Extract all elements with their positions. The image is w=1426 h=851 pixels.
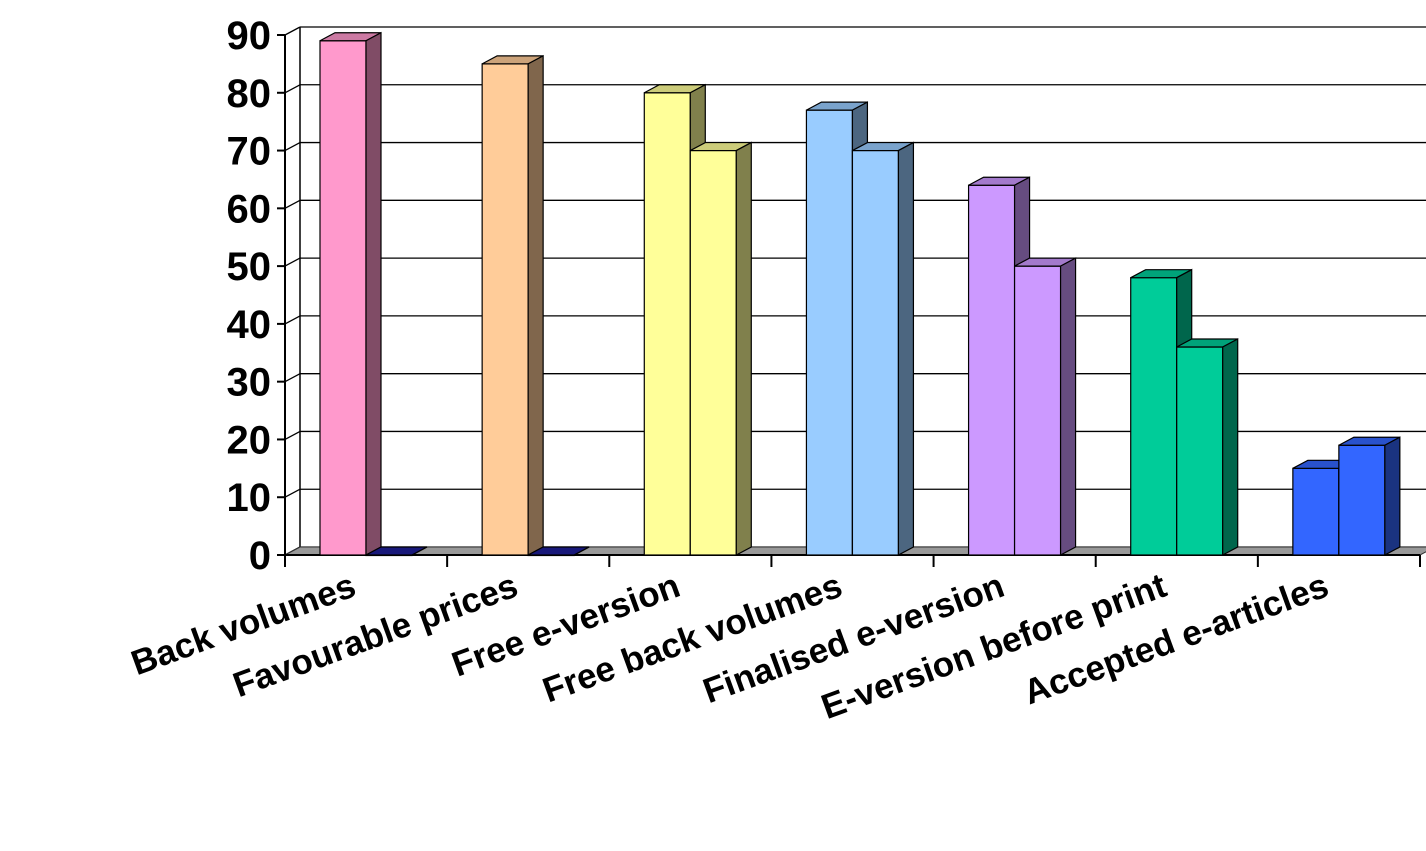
- y-tick-label: 30: [227, 361, 272, 405]
- y-tick-label: 60: [227, 187, 272, 231]
- bar-side: [411, 546, 428, 556]
- bar-side: [1059, 257, 1077, 556]
- bar-front: [689, 149, 737, 556]
- bar-side: [1384, 436, 1401, 556]
- bar: [527, 546, 590, 557]
- bar-front: [643, 92, 691, 556]
- gridline-depth: [284, 84, 301, 94]
- bar: [365, 546, 428, 557]
- gridline-depth: [284, 141, 301, 152]
- bar: [1176, 338, 1239, 556]
- gridline-depth: [284, 26, 301, 36]
- bar: [1013, 257, 1077, 556]
- bar-side: [1222, 338, 1239, 556]
- y-tick-label: 40: [227, 303, 272, 347]
- gridline-depth: [284, 257, 301, 267]
- bar: [851, 141, 915, 556]
- y-tick-label: 10: [227, 476, 272, 520]
- bar-front: [319, 40, 367, 556]
- gridline-depth: [284, 488, 301, 498]
- bar-front: [1130, 277, 1178, 556]
- y-axis-ticks: 0 10 20 30 40 50 60 70 80 90: [227, 14, 285, 578]
- bar-front: [1176, 346, 1224, 556]
- y-tick-label: 80: [227, 72, 272, 116]
- y-tick-label: 70: [227, 130, 272, 174]
- bar: [319, 31, 382, 556]
- bar: [689, 141, 752, 556]
- bar-front: [481, 63, 529, 556]
- bar-side: [897, 141, 915, 556]
- bar-front: [1292, 467, 1340, 556]
- bar: [1338, 436, 1401, 556]
- y-tick-label: 50: [227, 245, 272, 289]
- bars: [319, 31, 1401, 557]
- gridline-depth: [284, 199, 301, 209]
- bar-front: [805, 109, 854, 556]
- y-tick-label: 90: [227, 14, 272, 58]
- bar-front: [1338, 444, 1386, 556]
- bar-side: [573, 546, 590, 556]
- bar-front: [851, 149, 900, 556]
- bar-side: [527, 54, 544, 556]
- bar: [481, 54, 544, 556]
- bar-side: [365, 31, 382, 556]
- gridline-depth: [284, 373, 301, 383]
- bar-front: [967, 184, 1016, 556]
- y-tick-label: 20: [227, 418, 272, 462]
- y-tick-label: 0: [249, 534, 271, 578]
- gridline-depth: [284, 315, 301, 325]
- bar-side: [735, 141, 752, 556]
- gridline-depth: [284, 430, 301, 441]
- bar-front: [1013, 265, 1062, 556]
